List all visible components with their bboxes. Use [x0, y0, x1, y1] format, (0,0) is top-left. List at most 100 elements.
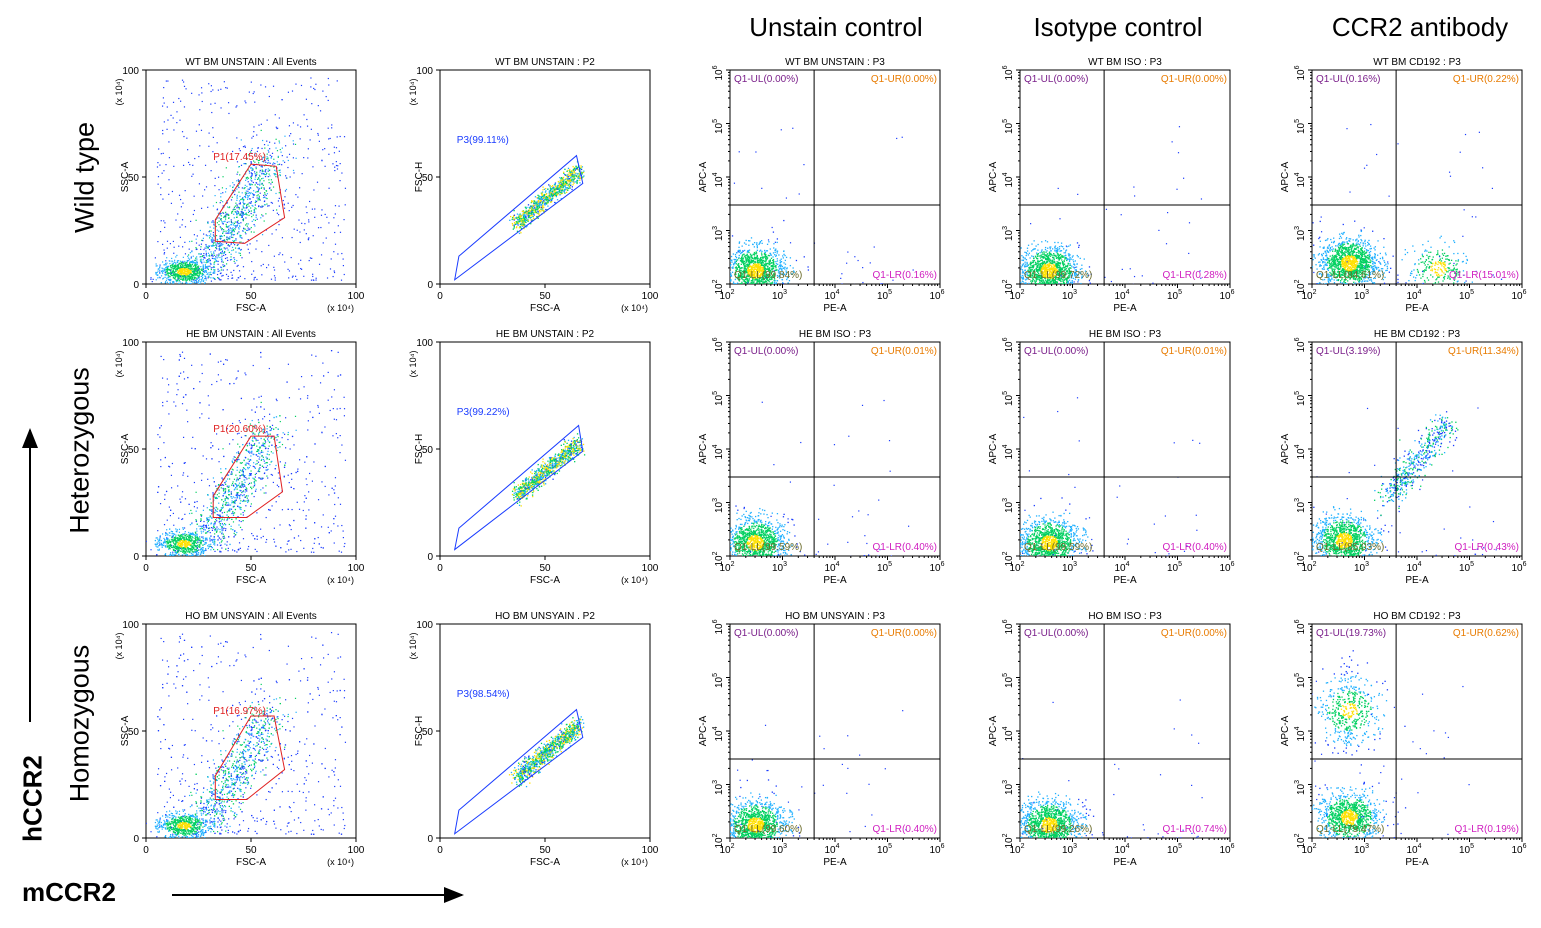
event-dot — [261, 214, 263, 216]
event-dot — [278, 253, 280, 256]
event-dot — [183, 135, 185, 138]
event-dot — [549, 197, 551, 199]
event-dot — [218, 189, 220, 191]
event-dot — [750, 279, 753, 282]
event-dot — [759, 292, 760, 293]
event-dot — [752, 266, 755, 269]
event-dot — [537, 210, 539, 213]
event-dot — [749, 266, 752, 268]
event-dot — [331, 127, 333, 129]
event-dot — [237, 227, 240, 229]
event-dot — [738, 275, 740, 277]
event-dot — [293, 228, 295, 230]
event-dot — [760, 257, 762, 260]
event-dot — [575, 172, 577, 175]
event-dot — [184, 279, 186, 281]
event-dot — [1025, 265, 1027, 268]
event-dot — [236, 259, 238, 262]
event-dot — [528, 212, 531, 214]
event-dot — [1053, 258, 1055, 260]
event-dot — [181, 224, 183, 226]
event-dot — [155, 279, 157, 281]
event-dot — [1042, 272, 1044, 275]
event-dot — [753, 264, 755, 266]
event-dot — [768, 267, 771, 269]
event-dot — [268, 205, 270, 207]
event-dot — [774, 254, 776, 256]
event-dot — [278, 117, 280, 119]
event-dot — [564, 187, 567, 189]
event-dot — [746, 289, 747, 290]
event-dot — [253, 211, 255, 214]
event-dot — [208, 245, 210, 247]
event-dot — [763, 288, 764, 289]
event-dot — [219, 237, 221, 239]
event-dot — [730, 265, 731, 267]
event-dot — [761, 256, 764, 258]
event-dot — [248, 210, 251, 212]
event-dot — [758, 291, 759, 292]
event-dot — [1078, 244, 1080, 247]
event-dot — [746, 255, 748, 257]
event-dot — [782, 255, 784, 257]
event-dot — [309, 139, 311, 141]
event-dot — [1038, 292, 1039, 293]
event-dot — [213, 254, 216, 256]
event-dot — [261, 170, 263, 172]
event-dot — [736, 268, 738, 270]
event-dot — [749, 299, 750, 300]
event-dot — [254, 154, 256, 156]
event-dot — [182, 273, 184, 275]
event-dot — [1063, 276, 1066, 278]
event-dot — [756, 281, 758, 283]
event-dot — [162, 129, 164, 132]
event-dot — [1025, 252, 1027, 254]
event-dot — [200, 260, 203, 262]
event-dot — [761, 273, 763, 276]
event-dot — [239, 150, 241, 152]
event-dot — [238, 241, 241, 243]
event-dot — [262, 139, 264, 142]
event-dot — [769, 278, 771, 281]
event-dot — [164, 226, 166, 229]
event-dot — [250, 212, 252, 215]
event-dot — [207, 268, 209, 271]
event-dot — [258, 159, 261, 161]
event-dot — [271, 233, 273, 235]
event-dot — [172, 265, 174, 267]
event-dot — [514, 223, 516, 225]
event-dot — [276, 161, 278, 163]
event-dot — [239, 195, 241, 198]
event-dot — [738, 280, 741, 282]
event-dot — [172, 282, 174, 284]
event-dot — [190, 275, 192, 277]
event-dot — [574, 169, 576, 171]
event-dot — [204, 267, 206, 269]
event-dot — [282, 160, 284, 162]
event-dot — [774, 280, 776, 282]
event-dot — [576, 176, 578, 178]
event-dot — [561, 183, 563, 185]
event-dot — [1059, 286, 1060, 287]
event-dot — [534, 203, 536, 205]
event-dot — [191, 277, 193, 280]
event-dot — [572, 165, 574, 168]
event-dot — [771, 270, 773, 272]
event-dot — [248, 252, 251, 254]
event-dot — [1046, 268, 1048, 270]
event-dot — [763, 266, 765, 268]
event-dot — [287, 268, 289, 270]
event-dot — [750, 286, 751, 287]
event-dot — [155, 263, 157, 265]
event-dot — [557, 188, 559, 190]
event-dot — [162, 278, 164, 280]
event-dot — [745, 277, 748, 280]
event-dot — [734, 267, 737, 269]
event-dot — [765, 277, 768, 280]
event-dot — [317, 132, 319, 135]
event-dot — [760, 261, 762, 263]
event-dot — [230, 224, 232, 226]
event-dot — [752, 273, 754, 276]
event-dot — [547, 205, 549, 207]
event-dot — [193, 274, 195, 276]
